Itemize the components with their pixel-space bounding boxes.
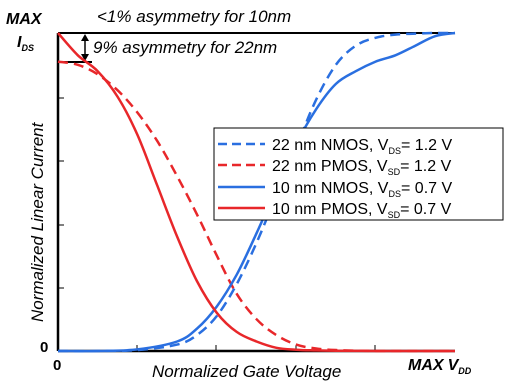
legend-suffix: = 0.7 V [400, 201, 451, 218]
legend-label-22pmos: 22 nm PMOS, VSD= 1.2 V [272, 158, 452, 177]
legend-suffix: = 0.7 V [401, 180, 452, 197]
arrow-head-up [81, 34, 89, 41]
y-tick-label-ids: IDS [17, 34, 34, 53]
x-tick-label-0: 0 [53, 357, 61, 374]
ids-subscript: DS [21, 43, 34, 53]
legend-sub: SD [388, 210, 401, 220]
legend-sub: SD [388, 167, 401, 177]
y-tick-label-0: 0 [40, 339, 48, 356]
legend-prefix: 22 nm NMOS, V [272, 137, 389, 154]
y-tick-label-max: MAX [6, 11, 43, 28]
legend-label-10pmos: 10 nm PMOS, VSD= 0.7 V [272, 201, 452, 220]
curve-22nm-nmos [57, 31, 456, 353]
legend-suffix: = 1.2 V [400, 158, 451, 175]
curve-10nm-pmos [57, 32, 455, 353]
x-axis-label: Normalized Gate Voltage [152, 362, 341, 381]
legend-suffix: = 1.2 V [401, 137, 452, 154]
legend-label-22nmos: 22 nm NMOS, VDS= 1.2 V [272, 137, 452, 156]
legend-prefix: 22 nm PMOS, V [272, 158, 388, 175]
arrow-head-down [81, 54, 89, 61]
legend-sub: DS [388, 189, 401, 199]
legend-prefix: 10 nm PMOS, V [272, 201, 388, 218]
legend-sub: DS [388, 146, 401, 156]
curve-22nm-pmos [57, 60, 455, 353]
annotation-22nm: 9% asymmetry for 22nm [93, 38, 277, 57]
x-max-subscript: DD [458, 366, 471, 376]
x-max-main: MAX [408, 357, 445, 374]
ids-main: I [17, 34, 22, 51]
legend: 22 nm NMOS, VDS= 1.2 V 22 nm PMOS, VSD= … [213, 127, 504, 221]
legend-prefix: 10 nm NMOS, V [272, 180, 389, 197]
x-tick-label-max: MAX VDD [408, 357, 472, 376]
y-axis-label: Normalized Linear Current [28, 121, 47, 322]
annotation-10nm: <1% asymmetry for 10nm [97, 7, 291, 26]
legend-label-10nmos: 10 nm NMOS, VDS= 0.7 V [272, 180, 452, 199]
x-max-v: V [448, 357, 460, 374]
